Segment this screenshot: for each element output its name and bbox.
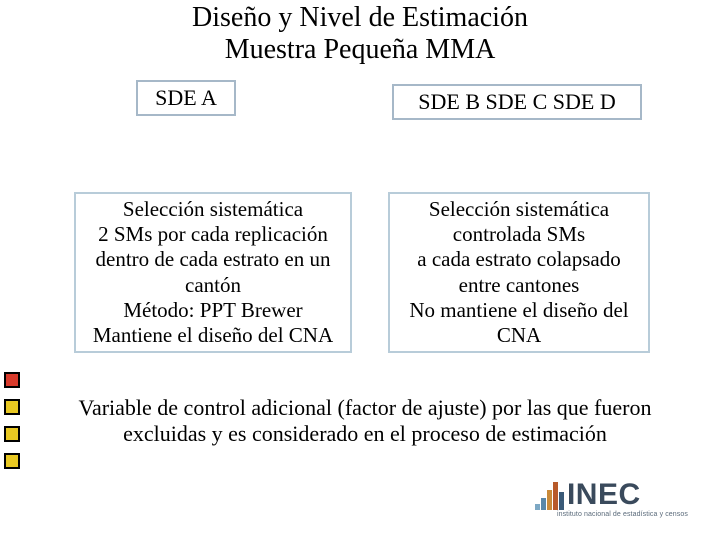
desc-right-box: Selección sistemáticacontrolada SMsa cad… [388,192,650,353]
desc-right-text: Selección sistemáticacontrolada SMsa cad… [409,197,628,347]
bullet-square [4,453,20,469]
bullet-square [4,399,20,415]
bullet-square [4,426,20,442]
logo-bar [541,498,546,510]
logo-bar [535,504,540,510]
title-line1: Diseño y Nivel de Estimación [192,2,528,33]
inec-logo: INEC instituto nacional de estadística y… [535,478,688,518]
bullet-square [4,372,20,388]
side-bullet-squares [4,372,20,480]
slide-title: Diseño y Nivel de Estimación Muestra Peq… [0,0,720,66]
box-sde-bcd: SDE B SDE C SDE D [392,84,642,120]
logo-bar [553,482,558,510]
bottom-note: Variable de control adicional (factor de… [70,395,660,448]
title-line2: Muestra Pequeña MMA [225,34,496,65]
logo-bar [559,492,564,510]
desc-left-box: Selección sistemática2 SMs por cada repl… [74,192,352,353]
desc-left-text: Selección sistemática2 SMs por cada repl… [93,197,333,347]
logo-subtext: instituto nacional de estadística y cens… [557,511,688,518]
logo-bars-icon [535,478,564,510]
logo-bar [547,490,552,510]
box-sde-a: SDE A [136,80,236,116]
logo-main: INEC [535,478,688,510]
logo-text: INEC [567,480,641,510]
